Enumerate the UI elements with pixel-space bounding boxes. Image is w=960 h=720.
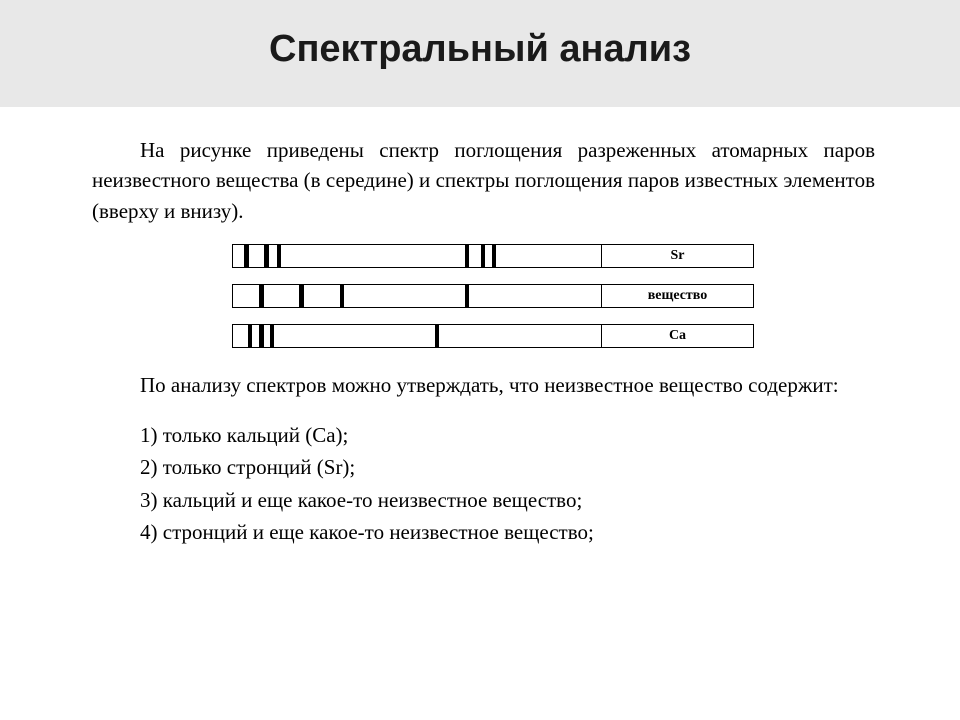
spectrum-row: Ca [232, 324, 875, 348]
spectrum-bar [232, 324, 602, 348]
spectral-line [259, 285, 264, 307]
spectra-diagram: Sr вещество Ca [232, 244, 875, 348]
spectral-line [465, 285, 469, 307]
content-area: На рисунке приведены спектр поглощения р… [0, 107, 875, 549]
spectrum-label: вещество [602, 284, 754, 308]
spectrum-row: Sr [232, 244, 875, 268]
option-item: 2) только стронций (Sr); [92, 451, 875, 484]
spectral-line [465, 245, 469, 267]
question-paragraph: По анализу спектров можно утверждать, чт… [92, 370, 875, 400]
spectral-line [299, 285, 304, 307]
spectral-line [270, 325, 274, 347]
spectrum-label: Sr [602, 244, 754, 268]
spectral-line [492, 245, 496, 267]
spectral-line [435, 325, 439, 347]
spectrum-bar [232, 284, 602, 308]
spectral-line [264, 245, 268, 267]
spectral-line [340, 285, 344, 307]
spectrum-bar [232, 244, 602, 268]
option-item: 3) кальций и еще какое-то неизвестное ве… [92, 484, 875, 517]
header-band: Спектральный анализ [0, 0, 960, 107]
page-title: Спектральный анализ [0, 28, 960, 71]
spectral-line [259, 325, 264, 347]
spectral-line [481, 245, 485, 267]
option-item: 1) только кальций (Ca); [92, 419, 875, 452]
spectral-line [248, 325, 252, 347]
spectrum-row: вещество [232, 284, 875, 308]
spectral-line [277, 245, 281, 267]
spectrum-label: Ca [602, 324, 754, 348]
option-item: 4) стронций и еще какое-то неизвестное в… [92, 516, 875, 549]
spectral-line [244, 245, 249, 267]
intro-paragraph: На рисунке приведены спектр поглощения р… [92, 135, 875, 226]
options-list: 1) только кальций (Ca);2) только стронци… [92, 419, 875, 549]
